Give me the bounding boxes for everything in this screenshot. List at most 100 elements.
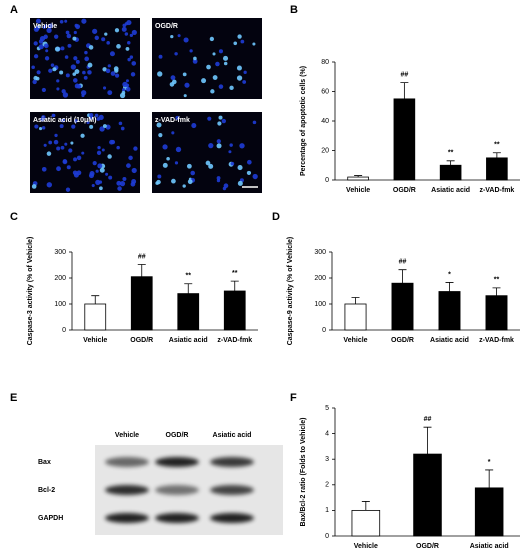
nucleus [110,139,116,145]
significance-label: * [488,459,491,466]
nucleus [237,34,242,39]
x-tick-label: Vehicle [346,187,370,194]
nucleus [48,68,53,73]
nucleus [68,148,73,153]
significance-label: ** [232,270,238,277]
nucleus [116,145,120,150]
nucleus [44,56,50,61]
nucleus [216,143,222,149]
blot-band [105,457,149,467]
blot-band [210,457,254,467]
significance-label: ** [494,277,500,284]
nucleus [36,70,41,75]
nucleus [64,19,68,23]
nucleus [233,41,238,46]
nucleus [174,161,179,165]
nucleus [190,170,196,176]
nucleus [80,133,85,138]
nucleus [192,58,198,64]
nucleus [236,75,243,81]
bar [393,98,416,181]
nucleus [128,155,133,161]
nucleus [201,78,207,84]
nucleus [48,23,54,29]
nucleus [94,113,99,118]
nucleus [86,121,90,125]
significance-label: ## [138,253,146,260]
nucleus [88,45,94,50]
nucleus [182,184,186,188]
nucleus [236,65,242,71]
nucleus [48,140,53,145]
nucleus [41,166,47,172]
nucleus [252,120,257,125]
nucleus [108,175,113,180]
significance-label: ## [424,416,432,423]
row-label: Bcl-2 [38,487,55,494]
bar [438,291,461,331]
error-bar [423,426,432,455]
y-tick-label: 0 [325,533,329,540]
nucleus [64,142,68,146]
error-bar [492,287,501,296]
nucleus [59,19,64,24]
nucleus [65,187,71,192]
nucleus [162,162,168,168]
nucleus [97,163,103,169]
nucleus [44,24,48,28]
nucleus [110,71,116,76]
nucleus [129,33,134,38]
error-bar [91,295,100,304]
error-bar [400,82,409,99]
x-tick-label: Asiatic acid [470,543,509,550]
nucleus [114,73,120,78]
nucleus [114,28,120,33]
y-axis-label: Caspase-3 activity (% of Vehicle) [27,237,34,346]
x-tick-label: Asiatic acid [430,337,469,344]
nucleus [127,57,131,62]
nucleus [73,157,78,162]
bar [439,164,462,181]
column-label: Asiatic acid [213,432,252,439]
nucleus [107,90,113,96]
nucleus [210,89,215,94]
nucleus [113,66,119,71]
nucleus [216,176,221,180]
nucleus [221,118,227,124]
nucleus [212,52,216,56]
bar [485,295,508,331]
nucleus [53,139,59,145]
row-label: Bax [38,459,51,466]
nucleus [60,145,65,150]
nucleus [60,46,65,51]
bar [413,453,442,537]
nucleus [39,127,43,131]
x-tick-label: z-VAD-fmk [479,187,514,194]
nucleus [130,72,136,77]
nucleus [127,40,131,45]
nucleus [187,179,193,185]
x-tick-label: Vehicle [354,543,378,550]
nucleus [54,46,61,52]
nucleus [184,82,190,88]
nucleus [186,163,192,169]
nucleus [118,121,123,126]
nucleus [32,79,37,85]
nucleus [91,183,95,188]
nucleus [65,30,70,35]
nucleus [157,71,163,77]
nucleus [189,49,193,53]
nucleus [170,75,176,81]
y-tick-label: 0 [325,177,329,184]
y-tick-label: 5 [325,405,329,412]
y-tick-label: 3 [325,456,329,463]
nucleus [87,62,93,68]
nucleus [131,167,137,174]
blot-band [210,513,254,523]
nucleus [223,61,228,66]
y-tick-label: 4 [325,430,329,437]
nucleus [156,122,162,128]
nucleus [89,124,94,129]
nucleus [242,80,247,84]
